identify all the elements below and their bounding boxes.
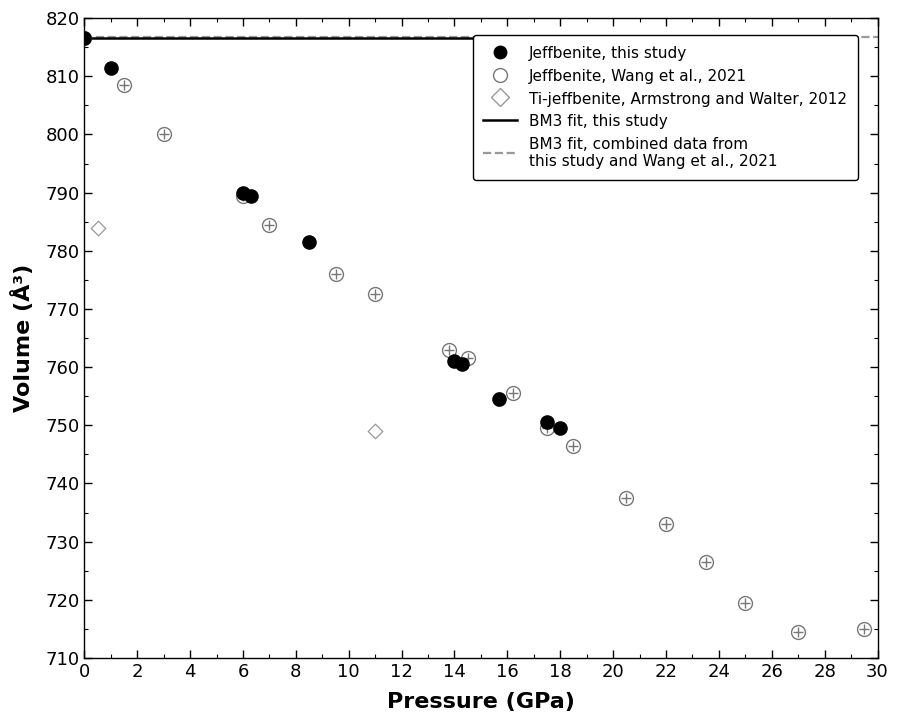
Point	[90, 222, 104, 234]
Legend: Jeffbenite, this study, Jeffbenite, Wang et al., 2021, Ti-jeffbenite, Armstrong : Jeffbenite, this study, Jeffbenite, Wang…	[472, 35, 858, 180]
Point	[540, 422, 554, 434]
Point	[104, 61, 118, 73]
Point	[619, 492, 634, 504]
Point	[461, 353, 475, 364]
Point	[455, 359, 470, 370]
Point	[506, 388, 520, 399]
Point	[659, 518, 673, 530]
Point	[77, 33, 92, 44]
Point	[553, 422, 567, 434]
Point	[368, 425, 382, 437]
Point	[698, 556, 713, 568]
X-axis label: Pressure (GPa): Pressure (GPa)	[387, 692, 575, 712]
Point	[368, 288, 382, 300]
Point	[117, 80, 131, 91]
Point	[447, 356, 462, 367]
Point	[492, 393, 507, 405]
Point	[442, 344, 456, 356]
Point	[857, 623, 871, 635]
Point	[77, 33, 92, 44]
Point	[791, 626, 806, 638]
Point	[157, 129, 171, 140]
Point	[566, 440, 580, 451]
Point	[244, 189, 258, 201]
Point	[540, 416, 554, 428]
Point	[262, 219, 276, 231]
Y-axis label: Volume (Å³): Volume (Å³)	[11, 264, 34, 412]
Point	[302, 236, 316, 248]
Point	[328, 268, 343, 280]
Point	[236, 189, 250, 201]
Point	[738, 597, 752, 609]
Point	[236, 187, 250, 198]
